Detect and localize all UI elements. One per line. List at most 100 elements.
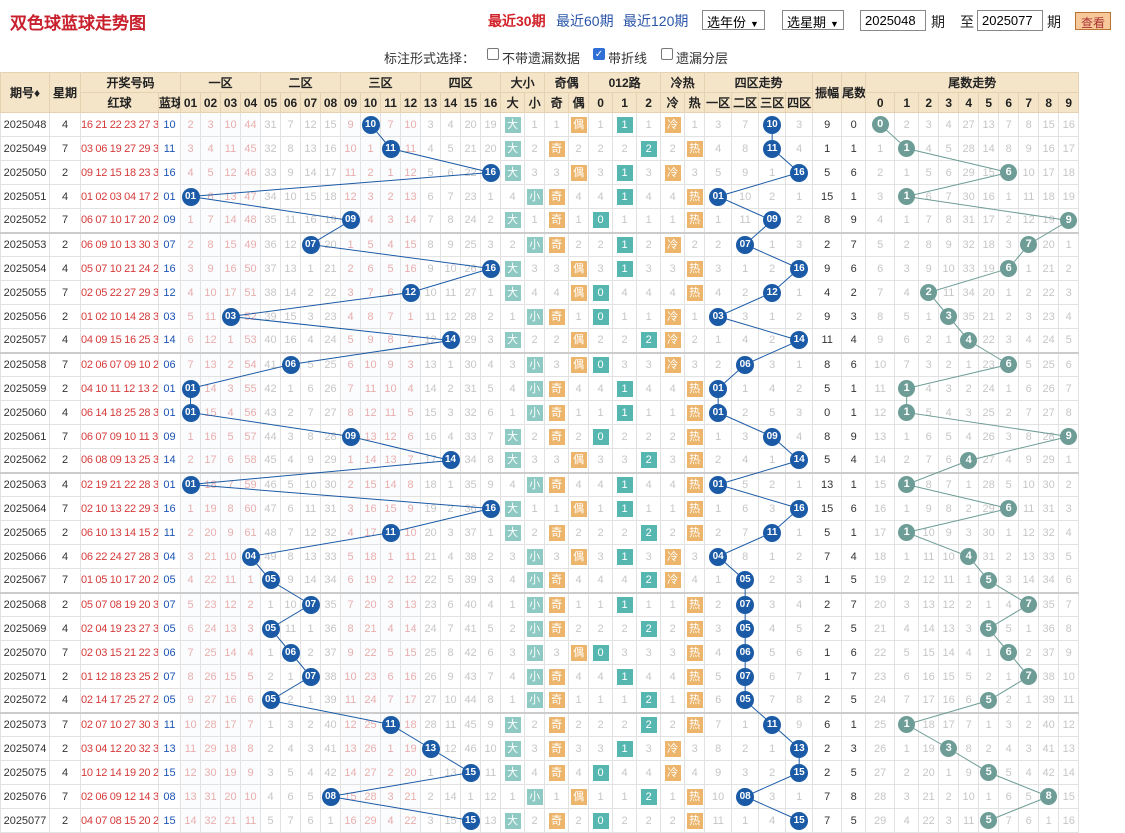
- tag-marker: 1: [616, 548, 633, 565]
- zone-trend-cell: 05: [731, 688, 760, 713]
- tail-trend-cell: 8: [865, 304, 896, 329]
- view-button[interactable]: 查看: [1075, 12, 1112, 30]
- omission-value: 13: [364, 430, 377, 443]
- omission-value: 33: [962, 262, 975, 275]
- tail-trend-cell: 10: [938, 256, 960, 281]
- tail-trend-cell: 7: [1058, 376, 1080, 401]
- tag-cell: 2: [684, 231, 706, 257]
- blue-ball-cell: 08: [157, 784, 182, 809]
- omission-value: 8: [925, 478, 932, 491]
- no-omission-checkbox[interactable]: [487, 48, 499, 60]
- red-balls-cell: 02 06 09 12 14 30: [80, 784, 159, 809]
- zone-trend-cell: 10: [758, 112, 787, 137]
- zone-ball-marker: 07: [736, 667, 755, 686]
- tag-marker: 偶: [570, 548, 587, 565]
- omission-value: 16: [344, 814, 357, 827]
- week-cell: 4: [49, 184, 81, 209]
- num-cell: 18: [220, 736, 242, 761]
- omission-value: 2: [691, 238, 698, 251]
- num-cell: 24: [360, 688, 382, 713]
- tag-marker: 奇: [548, 692, 565, 709]
- tag-cell: 4: [636, 471, 662, 497]
- tail-trend-cell: 1: [1018, 616, 1040, 641]
- omission-value: 1: [769, 454, 776, 467]
- tail-trend-cell: 24: [1038, 328, 1060, 353]
- omission-value: 1: [796, 286, 803, 299]
- tag-cell: 1: [588, 400, 614, 425]
- tail-trend-cell: 9: [865, 328, 896, 353]
- zone-ball-marker: 06: [736, 355, 755, 374]
- omission-value: 7: [347, 598, 354, 611]
- omission-value: 5: [247, 670, 254, 683]
- omission-value: 53: [244, 334, 257, 347]
- omission-value: 26: [324, 382, 337, 395]
- omission-value: 16: [304, 214, 317, 227]
- tag-cell: 奇: [544, 688, 570, 713]
- blue-ball-marker: 16: [481, 259, 500, 278]
- tail-trend-cell: 9: [918, 256, 940, 281]
- num-cell: 10: [340, 664, 362, 689]
- omission-value: 29: [982, 502, 995, 515]
- omission-value: 9: [347, 118, 354, 131]
- num-header: 13: [420, 92, 442, 113]
- tag-cell: 1: [500, 591, 526, 617]
- num-cell: 9: [200, 256, 222, 281]
- tail-trend-cell: 6: [865, 256, 896, 281]
- tail-ball-marker: 1: [898, 716, 916, 734]
- year-select[interactable]: 选年份 ▼: [702, 10, 765, 30]
- omission-value: 2: [247, 598, 254, 611]
- num-cell: 34: [460, 448, 482, 473]
- range-120-link[interactable]: 最近120期: [623, 13, 689, 29]
- tail-trend-cell: 5: [1058, 328, 1080, 353]
- num-cell: 20: [420, 520, 442, 545]
- tail-trend-cell: 9: [918, 496, 940, 521]
- zone-header-2: 二区: [260, 72, 342, 93]
- blue-ball-marker: 16: [481, 499, 500, 518]
- omission-value: 11: [204, 310, 217, 323]
- week-select[interactable]: 选星期 ▼: [782, 10, 844, 30]
- omission-value: 9: [247, 766, 254, 779]
- tag-marker: 2: [640, 788, 657, 805]
- tail-trend-cell: 5: [978, 688, 1000, 713]
- tail-cell: 5: [841, 760, 867, 785]
- omission-value: 18: [364, 550, 377, 563]
- omission-value: 25: [874, 718, 887, 731]
- omission-value: 37: [264, 262, 277, 275]
- omission-value: 5: [1005, 622, 1012, 635]
- omission-layer-checkbox[interactable]: [661, 48, 673, 60]
- num-cell: 05: [260, 616, 282, 641]
- num-cell: 11: [440, 711, 462, 737]
- tail-trend-cell: 8: [1018, 424, 1040, 449]
- omission-value: 8: [347, 622, 354, 635]
- tag-cell: 2: [588, 231, 614, 257]
- tag-marker: 热: [686, 284, 703, 301]
- omission-value: 11: [484, 766, 497, 779]
- tail-ball-marker: 5: [980, 764, 998, 781]
- num-cell: 13: [180, 784, 202, 809]
- polyline-checkbox[interactable]: ✓: [593, 48, 605, 60]
- tail-trend-cell: 28: [865, 784, 896, 809]
- tail-trend-cell: 6: [998, 496, 1020, 521]
- range-30-link[interactable]: 最近30期: [488, 13, 546, 29]
- num-cell: 1: [300, 256, 322, 281]
- omission-value: 2: [669, 526, 676, 539]
- tag-cell: 热: [684, 496, 706, 521]
- to-issue-input[interactable]: 2025077: [977, 10, 1043, 31]
- num-cell: 19: [360, 568, 382, 593]
- tag-cell: 2: [524, 711, 546, 737]
- range-60-link[interactable]: 最近60期: [556, 13, 614, 29]
- tail-col-header: 0: [865, 92, 896, 113]
- tag-cell: 热: [684, 376, 706, 401]
- tag-cell: 2: [636, 520, 662, 545]
- omission-value: 3: [427, 118, 434, 131]
- omission-value: 3: [1005, 334, 1012, 347]
- omission-value: 22: [364, 646, 377, 659]
- omission-value: 19: [484, 118, 497, 131]
- tag-cell: 2: [544, 328, 570, 353]
- from-issue-input[interactable]: 2025048: [860, 10, 926, 31]
- omission-value: 4: [691, 766, 698, 779]
- omission-value: 10: [204, 286, 217, 299]
- tag-cell: 小: [524, 591, 546, 617]
- omission-value: 1: [597, 598, 604, 611]
- num-cell: 3: [280, 424, 302, 449]
